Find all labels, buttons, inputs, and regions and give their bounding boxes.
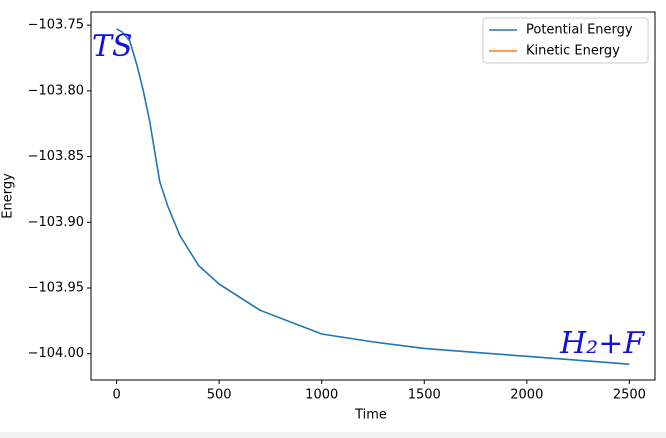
x-axis-label: Time — [354, 408, 387, 423]
y-tick-label: −104.00 — [28, 346, 84, 361]
annotation: H₂+F — [559, 326, 645, 361]
x-tick-label: 2000 — [510, 388, 543, 403]
y-tick-label: −103.90 — [28, 215, 84, 230]
legend-label: Kinetic Energy — [526, 44, 620, 59]
y-tick-label: −103.85 — [28, 149, 84, 164]
x-tick-label: 0 — [112, 388, 120, 403]
plot-frame — [90, 11, 656, 381]
x-tick-label: 2500 — [613, 388, 646, 403]
legend-box — [482, 17, 649, 64]
x-tick-label: 1000 — [305, 388, 338, 403]
annotation: TS — [92, 29, 133, 64]
x-tick-label: 500 — [207, 388, 232, 403]
y-tick-label: −103.80 — [28, 83, 84, 98]
x-tick-label: 1500 — [408, 388, 441, 403]
legend-label: Potential Energy — [526, 23, 633, 38]
y-tick-label: −103.75 — [28, 18, 84, 33]
y-tick-label: −103.95 — [28, 281, 84, 296]
bottom-strip — [0, 432, 666, 438]
series-line — [116, 28, 630, 366]
y-axis-label: Energy — [1, 173, 16, 219]
